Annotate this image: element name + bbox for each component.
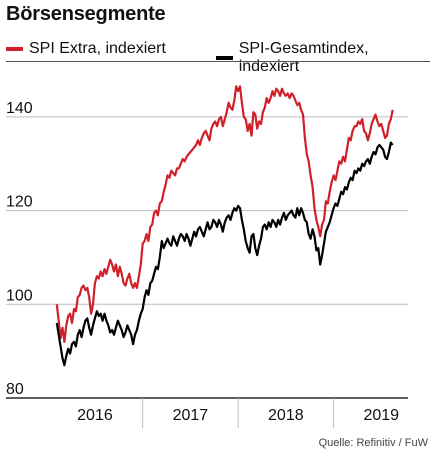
chart-title: Börsensegmente <box>6 3 166 25</box>
legend-divider <box>6 61 430 62</box>
series-line-spi-gesamt <box>55 141 394 367</box>
legend: SPI Extra, indexiert SPI-Gesamtindex, in… <box>6 40 430 75</box>
legend-swatch-red <box>6 47 23 51</box>
legend-label-spi-gesamt: SPI-Gesamtindex, indexiert <box>238 40 369 75</box>
x-tick-label-2016: 2016 <box>77 407 113 424</box>
y-tick-label: 120 <box>6 194 33 211</box>
y-tick-label: 140 <box>6 100 33 117</box>
x-tick-label-2017: 2017 <box>173 407 209 424</box>
legend-item-spi-extra: SPI Extra, indexiert <box>6 40 166 58</box>
y-tick-label: 100 <box>6 287 33 304</box>
source-note: Quelle: Refinitiv / FuW <box>318 437 428 449</box>
y-tick-label: 80 <box>6 381 24 398</box>
series-line-spi-extra <box>55 85 394 343</box>
x-tick-label-2019: 2019 <box>363 407 399 424</box>
legend-item-spi-gesamt: SPI-Gesamtindex, indexiert <box>216 40 430 76</box>
legend-swatch-black <box>216 56 233 60</box>
legend-label-spi-extra: SPI Extra, indexiert <box>29 40 166 57</box>
x-tick-label-2018: 2018 <box>268 407 304 424</box>
